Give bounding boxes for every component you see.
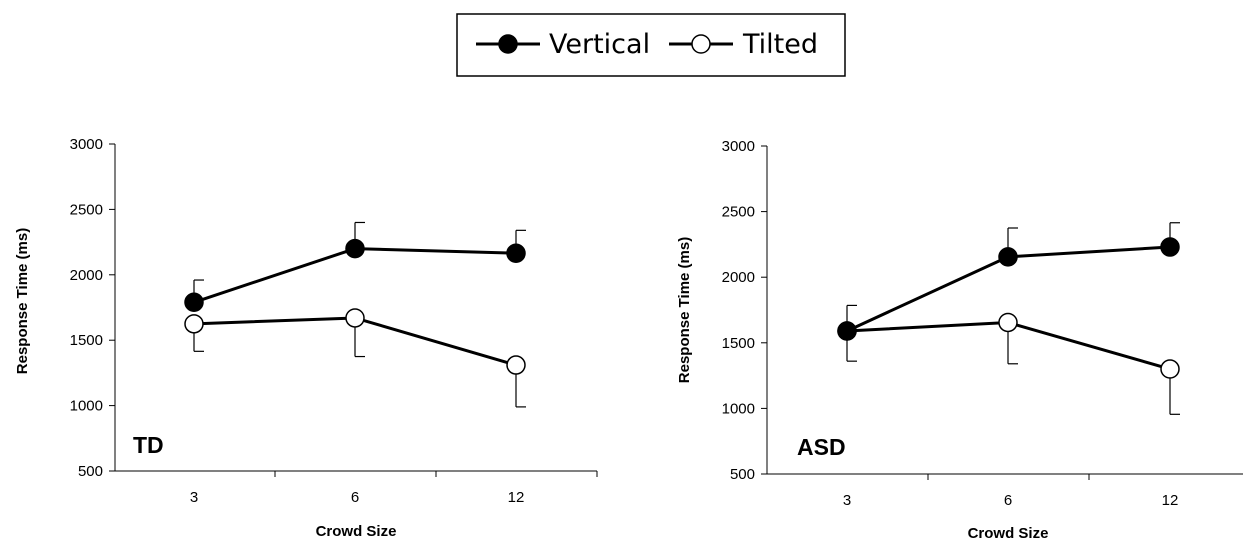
y-tick-label: 2000	[70, 267, 103, 284]
y-tick-label: 1000	[722, 400, 755, 417]
data-point-vertical	[1160, 237, 1180, 257]
y-tick-label: 1500	[70, 332, 103, 349]
x-tick-label: 12	[1162, 492, 1179, 509]
y-tick-label: 1000	[70, 398, 103, 415]
data-point-vertical	[998, 247, 1018, 267]
x-tick-label: 6	[1004, 492, 1012, 509]
y-tick-label: 3000	[722, 138, 755, 155]
data-point-vertical	[345, 238, 365, 259]
chart-panel-asd: Response Time (ms) Crowd Size ASD 500 100…	[676, 138, 1243, 539]
legend: Vertical Tilted	[456, 13, 846, 77]
y-tick-label: 2000	[722, 269, 755, 286]
y-tick-label: 3000	[70, 136, 103, 153]
legend-label-vertical: Vertical	[549, 29, 650, 60]
data-point-tilted	[184, 314, 204, 334]
data-point-tilted	[998, 312, 1018, 333]
legend-marker-vertical	[498, 34, 518, 54]
data-point-tilted	[345, 308, 365, 328]
x-tick-label: 6	[351, 489, 359, 506]
data-point-tilted	[506, 355, 526, 375]
y-axis-title: Response Time (ms)	[676, 237, 693, 383]
y-tick-label: 1500	[722, 335, 755, 352]
x-tick-label: 3	[190, 489, 198, 506]
x-axis-title: Crowd Size	[968, 525, 1049, 539]
data-point-vertical	[184, 292, 204, 313]
chart-panel-td: Response Time (ms) Crowd Size TD 500 1000…	[14, 136, 598, 539]
x-tick-label: 3	[843, 492, 851, 509]
data-point-vertical	[837, 321, 857, 341]
data-point-tilted	[1160, 359, 1180, 379]
legend-label-tilted: Tilted	[742, 29, 818, 60]
plot-area	[184, 221, 526, 408]
y-tick-label: 2500	[722, 204, 755, 221]
data-point-vertical	[506, 243, 526, 263]
panel-label: ASD	[797, 434, 846, 460]
y-tick-label: 2500	[70, 201, 103, 218]
plot-area	[837, 222, 1180, 415]
y-tick-label: 500	[730, 466, 755, 483]
legend-marker-tilted	[691, 34, 711, 54]
y-axis-title: Response Time (ms)	[14, 228, 31, 374]
axes: 500 1000 1500 2000 2500 3000 3 6 12	[722, 138, 1243, 509]
panel-label: TD	[133, 432, 164, 458]
axes: 500 1000 1500 2000 2500 3000 3 6 12	[70, 136, 598, 506]
x-axis-title: Crowd Size	[316, 523, 397, 539]
y-tick-label: 500	[78, 463, 103, 480]
x-tick-label: 12	[508, 489, 525, 506]
